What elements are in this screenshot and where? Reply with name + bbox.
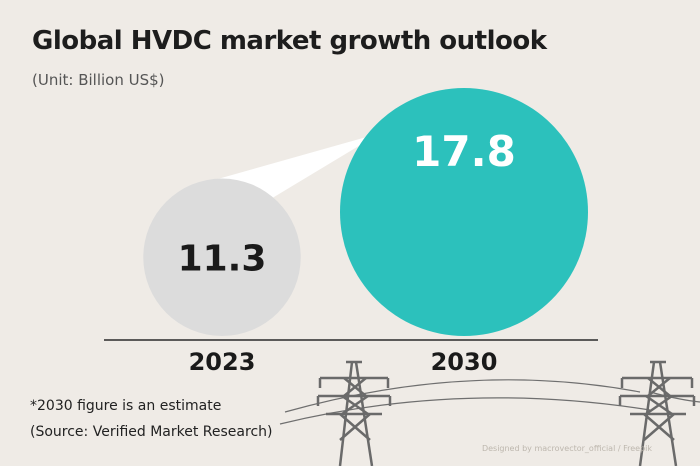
chart-subtitle: (Unit: Billion US$) bbox=[32, 71, 165, 89]
bubble-2023 bbox=[143, 178, 301, 336]
bubble-2030 bbox=[340, 88, 588, 336]
estimate-note: *2030 figure is an estimate bbox=[30, 398, 222, 414]
tower-right-icon bbox=[618, 360, 696, 466]
source-note: (Source: Verified Market Research) bbox=[30, 424, 273, 440]
value-label-2023: 11.3 bbox=[178, 238, 267, 279]
value-label-2030: 17.8 bbox=[412, 127, 516, 176]
connector-wedge bbox=[212, 96, 510, 203]
power-line-illustration bbox=[279, 360, 700, 466]
category-label-2023: 2023 bbox=[189, 348, 256, 376]
category-label-2030: 2030 bbox=[431, 348, 498, 376]
design-credit: Designed by macrovector_official / Freep… bbox=[481, 444, 652, 453]
tower-left-icon bbox=[316, 360, 392, 466]
chart-title: Global HVDC market growth outlook bbox=[32, 26, 547, 56]
